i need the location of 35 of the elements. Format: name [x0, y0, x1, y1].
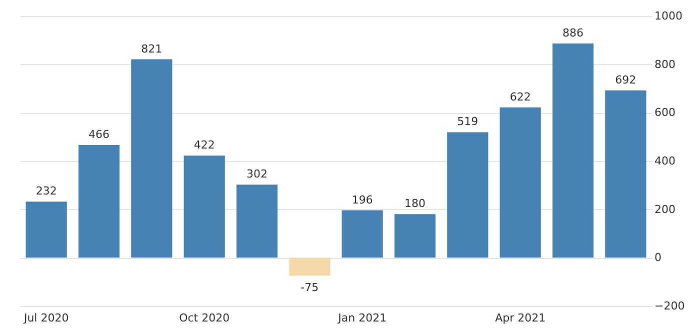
y-tick-label: 200: [654, 202, 676, 216]
bar: [342, 210, 383, 258]
data-label: 180: [404, 197, 426, 210]
bar: [552, 44, 594, 258]
data-label: 886: [562, 26, 584, 40]
data-label: 821: [141, 42, 162, 56]
data-label: 519: [457, 115, 478, 128]
data-label: 232: [36, 184, 57, 198]
bar: [605, 90, 646, 258]
x-tick-label: Jul 2020: [22, 312, 69, 324]
y-tick-label: 0: [654, 251, 662, 264]
bar: [289, 258, 330, 276]
y-tick-label: 800: [654, 58, 676, 71]
bar: [78, 145, 120, 258]
x-tick-label: Jan 2021: [337, 312, 387, 324]
data-label: -75: [300, 280, 319, 294]
data-label: 302: [246, 168, 268, 181]
y-tick-label: 1000: [654, 10, 682, 22]
bar: [184, 156, 225, 258]
y-tick-label: 600: [654, 106, 676, 120]
data-label: 622: [510, 90, 531, 104]
data-label: 692: [615, 73, 636, 86]
bar: [394, 214, 436, 258]
data-label: 196: [352, 193, 373, 206]
y-tick-label: 400: [654, 154, 676, 168]
data-label: 466: [88, 128, 110, 142]
x-tick-label: Oct 2020: [179, 312, 230, 324]
bar: [447, 132, 488, 258]
data-label: 422: [194, 138, 215, 152]
bar: [500, 107, 541, 258]
x-tick-label: Apr 2021: [495, 312, 546, 324]
bar: [26, 202, 67, 258]
y-tick-label: −200: [654, 300, 685, 312]
bar: [131, 59, 172, 258]
bar: [236, 184, 278, 258]
